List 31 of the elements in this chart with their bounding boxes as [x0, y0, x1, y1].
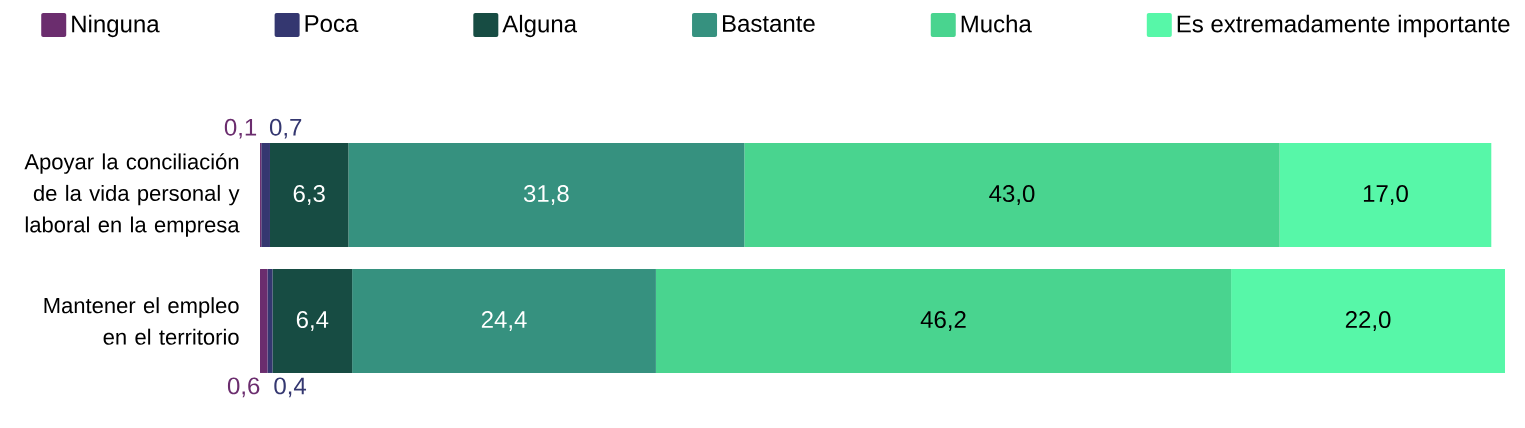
bar: [352, 269, 656, 373]
bar: [1279, 143, 1492, 247]
legend-label: Mucha: [961, 14, 1032, 33]
data-label: 6,4: [296, 311, 329, 331]
data-label: 31,8: [523, 185, 569, 205]
data-label: 43,0: [989, 185, 1035, 205]
legend-label: Alguna: [502, 14, 578, 38]
data-label: 17,0: [1363, 185, 1408, 205]
bar: [655, 269, 1232, 373]
data-label: 0,7: [269, 118, 302, 139]
legend-label: Bastante: [723, 15, 815, 32]
bar: [1231, 269, 1505, 373]
legend-label: Es extremadamente importante: [1177, 14, 1510, 38]
data-label: 22,0: [1345, 311, 1391, 331]
bar: [348, 143, 745, 247]
bar: [272, 269, 353, 373]
data-label: 24,4: [481, 311, 527, 331]
data-label: 0,1: [224, 118, 257, 139]
legend-label: Ninguna: [72, 14, 160, 38]
bar: [269, 143, 349, 247]
bar: [744, 143, 1280, 247]
bar: [261, 143, 270, 247]
y-tick-label: Mantener el empleo en el territorio: [44, 297, 239, 345]
data-label: 6,3: [293, 185, 325, 205]
bar: [260, 269, 268, 373]
data-label: 46,2: [920, 311, 966, 331]
data-label: 0,6: [227, 377, 260, 398]
y-tick-label: Apoyar la conciliación de la vida personal y laboral en la empresa: [24, 153, 240, 237]
legend-label: Poca: [305, 15, 359, 32]
bar: [267, 269, 273, 373]
data-label: 0,4: [274, 377, 307, 398]
